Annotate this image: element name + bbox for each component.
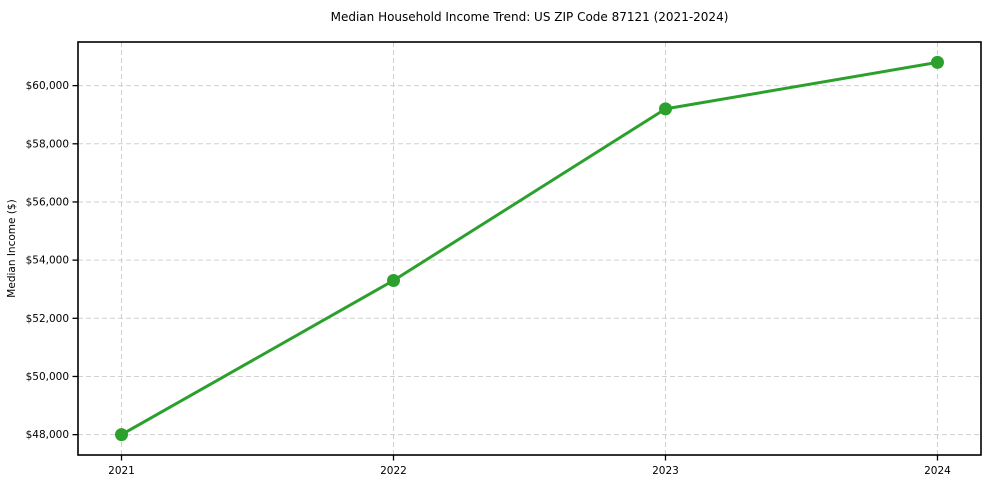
- y-tick-label: $56,000: [26, 196, 69, 208]
- y-tick-label: $52,000: [26, 313, 69, 325]
- plot-border: [77, 41, 982, 456]
- x-tick-label: 2023: [652, 465, 679, 477]
- grid-layer: [78, 42, 981, 455]
- x-tick-label: 2024: [924, 465, 951, 477]
- data-point-marker: [115, 428, 129, 442]
- y-tick-label: $60,000: [26, 80, 69, 92]
- y-tick-label: $54,000: [26, 255, 69, 267]
- trend-line: [120, 60, 939, 437]
- x-tick-label: 2022: [380, 465, 407, 477]
- y-tick-label: $48,000: [26, 429, 69, 441]
- y-axis-label: Median Income ($): [6, 199, 18, 297]
- data-series-layer: [115, 55, 944, 442]
- y-tick-label: $50,000: [26, 371, 69, 383]
- y-tick-label: $58,000: [26, 138, 69, 150]
- data-point-marker: [930, 55, 944, 69]
- axes-layer: $48,000 $50,000 $52,000 $54,000 $56,000 $58,0…: [26, 41, 982, 477]
- x-tick-label: 2021: [108, 465, 135, 477]
- data-point-marker: [658, 102, 672, 116]
- data-point-marker: [387, 273, 401, 287]
- chart-title: Median Household Income Trend: US ZIP Co…: [331, 10, 729, 24]
